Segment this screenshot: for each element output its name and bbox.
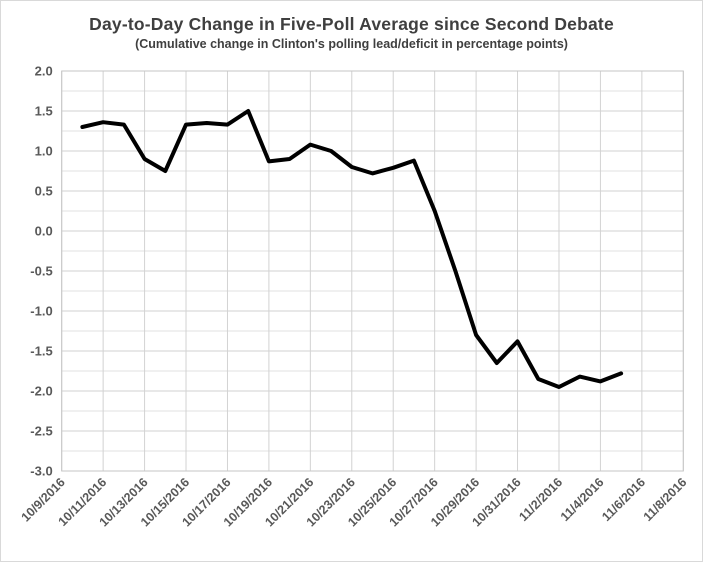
chart-subtitle: (Cumulative change in Clinton's polling … — [135, 37, 568, 51]
y-tick-label: 0.0 — [35, 224, 53, 239]
y-tick-label: 1.5 — [35, 104, 53, 119]
y-tick-label: 2.0 — [35, 64, 53, 79]
data-line — [80, 109, 624, 389]
y-tick-label: -1.5 — [30, 344, 52, 359]
x-tick-label: 11/8/2016 — [641, 475, 690, 524]
y-tick-label: -1.0 — [30, 304, 52, 319]
chart-title: Day-to-Day Change in Five-Poll Average s… — [89, 14, 614, 34]
y-tick-label: -2.0 — [30, 384, 52, 399]
y-tick-label: -2.5 — [30, 424, 52, 439]
y-tick-label: -0.5 — [30, 264, 52, 279]
x-tick-label: 11/6/2016 — [599, 475, 648, 524]
x-tick-label: 11/2/2016 — [516, 475, 565, 524]
y-tick-label: -3.0 — [30, 464, 52, 479]
x-tick-label: 11/4/2016 — [558, 475, 607, 524]
y-tick-label: 0.5 — [35, 184, 53, 199]
plot-border — [61, 70, 684, 472]
y-tick-label: 1.0 — [35, 144, 53, 159]
